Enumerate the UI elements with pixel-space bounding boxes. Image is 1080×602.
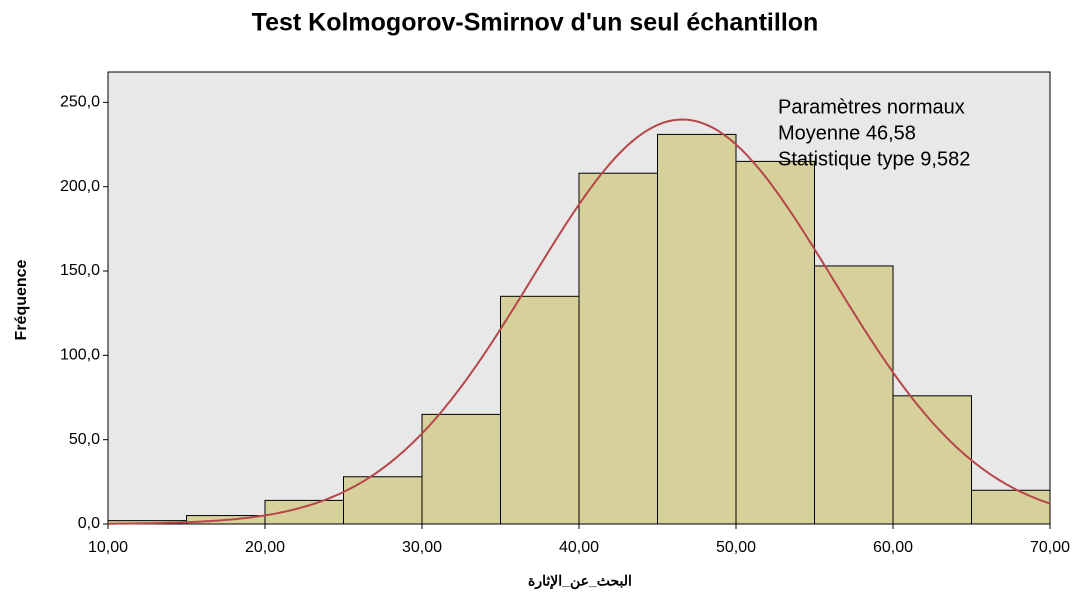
x-tick-label: 60,00 [873,539,913,556]
legend-mean: Moyenne 46,58 [778,122,916,144]
bar [735,160,815,525]
bar [500,295,580,525]
chart-title: Test Kolmogorov-Smirnov d'un seul échant… [252,9,819,37]
y-tick-label: 50,0 [69,431,100,448]
y-tick-label: 150,0 [60,262,100,279]
x-tick-label: 70,00 [1030,539,1070,556]
bar [421,413,501,525]
y-tick-label: 100,0 [60,347,100,364]
bar [578,172,658,525]
legend-sd: Statistique type 9,582 [778,148,970,170]
legend-title: Paramètres normaux [778,96,965,118]
bar [657,133,737,525]
x-tick-label: 10,00 [88,539,128,556]
bar [892,395,972,525]
bar [971,489,1051,525]
y-tick-label: 0,0 [78,515,100,532]
x-tick-label: 40,00 [559,539,599,556]
y-tick-label: 250,0 [60,94,100,111]
x-axis-label: البحث_عن_الإثارة [528,573,632,591]
y-axis-label: Fréquence [13,259,30,340]
x-tick-label: 20,00 [245,539,285,556]
x-tick-label: 50,00 [716,539,756,556]
bar [264,499,344,525]
bar [343,476,423,525]
normal-curve [108,118,1051,525]
bar [814,265,894,525]
y-tick-label: 200,0 [60,178,100,195]
x-tick-label: 30,00 [402,539,442,556]
